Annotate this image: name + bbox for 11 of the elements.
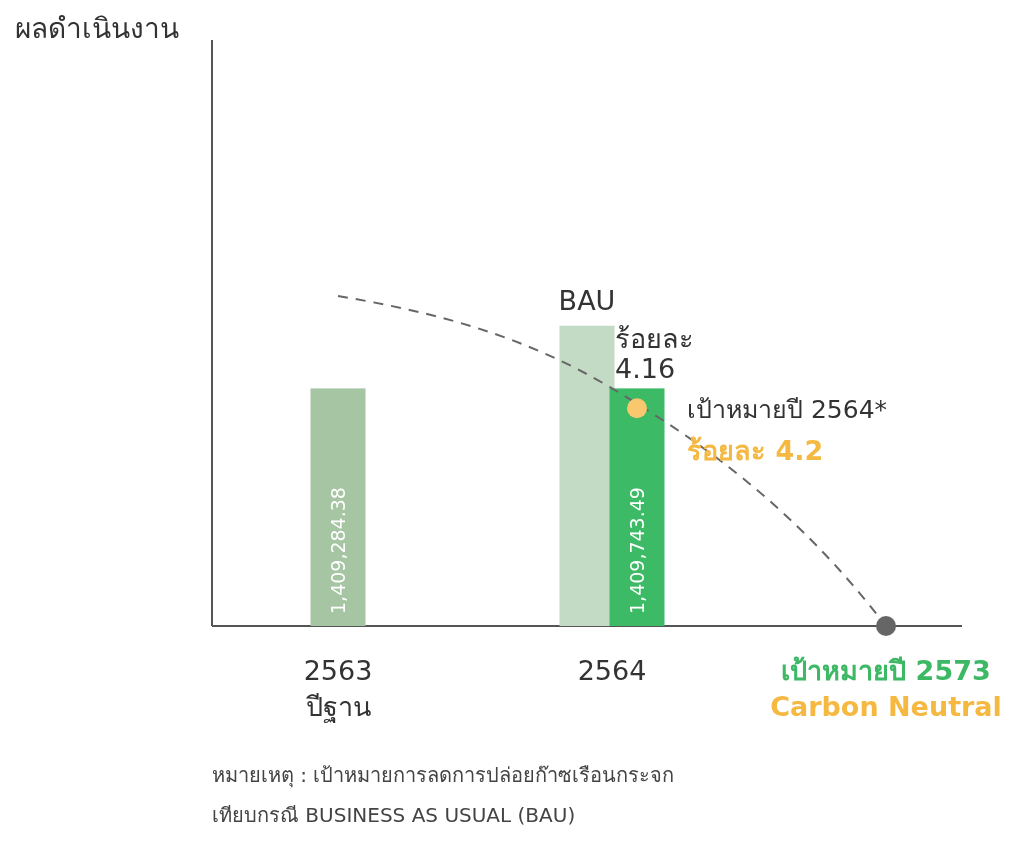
- text: ผลดำเนินงาน: [15, 12, 179, 45]
- x-tick-label: 2564: [577, 655, 647, 686]
- annotation: ร้อยละ 4.2: [687, 435, 824, 467]
- x-tick-label: 2563 ปีฐาน: [303, 655, 373, 723]
- series-label: BAU: [558, 284, 616, 316]
- text: หมายเหตุ : เป้าหมายการลดการปล่อยก๊าซเรือนกระจก เทียบกรณี BUSINESS AS USUAL (BAU): [212, 763, 675, 827]
- annotation: 1,409,743.49: [626, 487, 648, 614]
- annotation: ร้อยละ 4.16: [615, 322, 694, 384]
- x-tick-label: เป้าหมายปี 2573 Carbon Neutral: [770, 655, 1002, 722]
- annotation: 1,409,284.38: [327, 487, 349, 614]
- annotation: เป้าหมายปี 2564*: [687, 395, 888, 425]
